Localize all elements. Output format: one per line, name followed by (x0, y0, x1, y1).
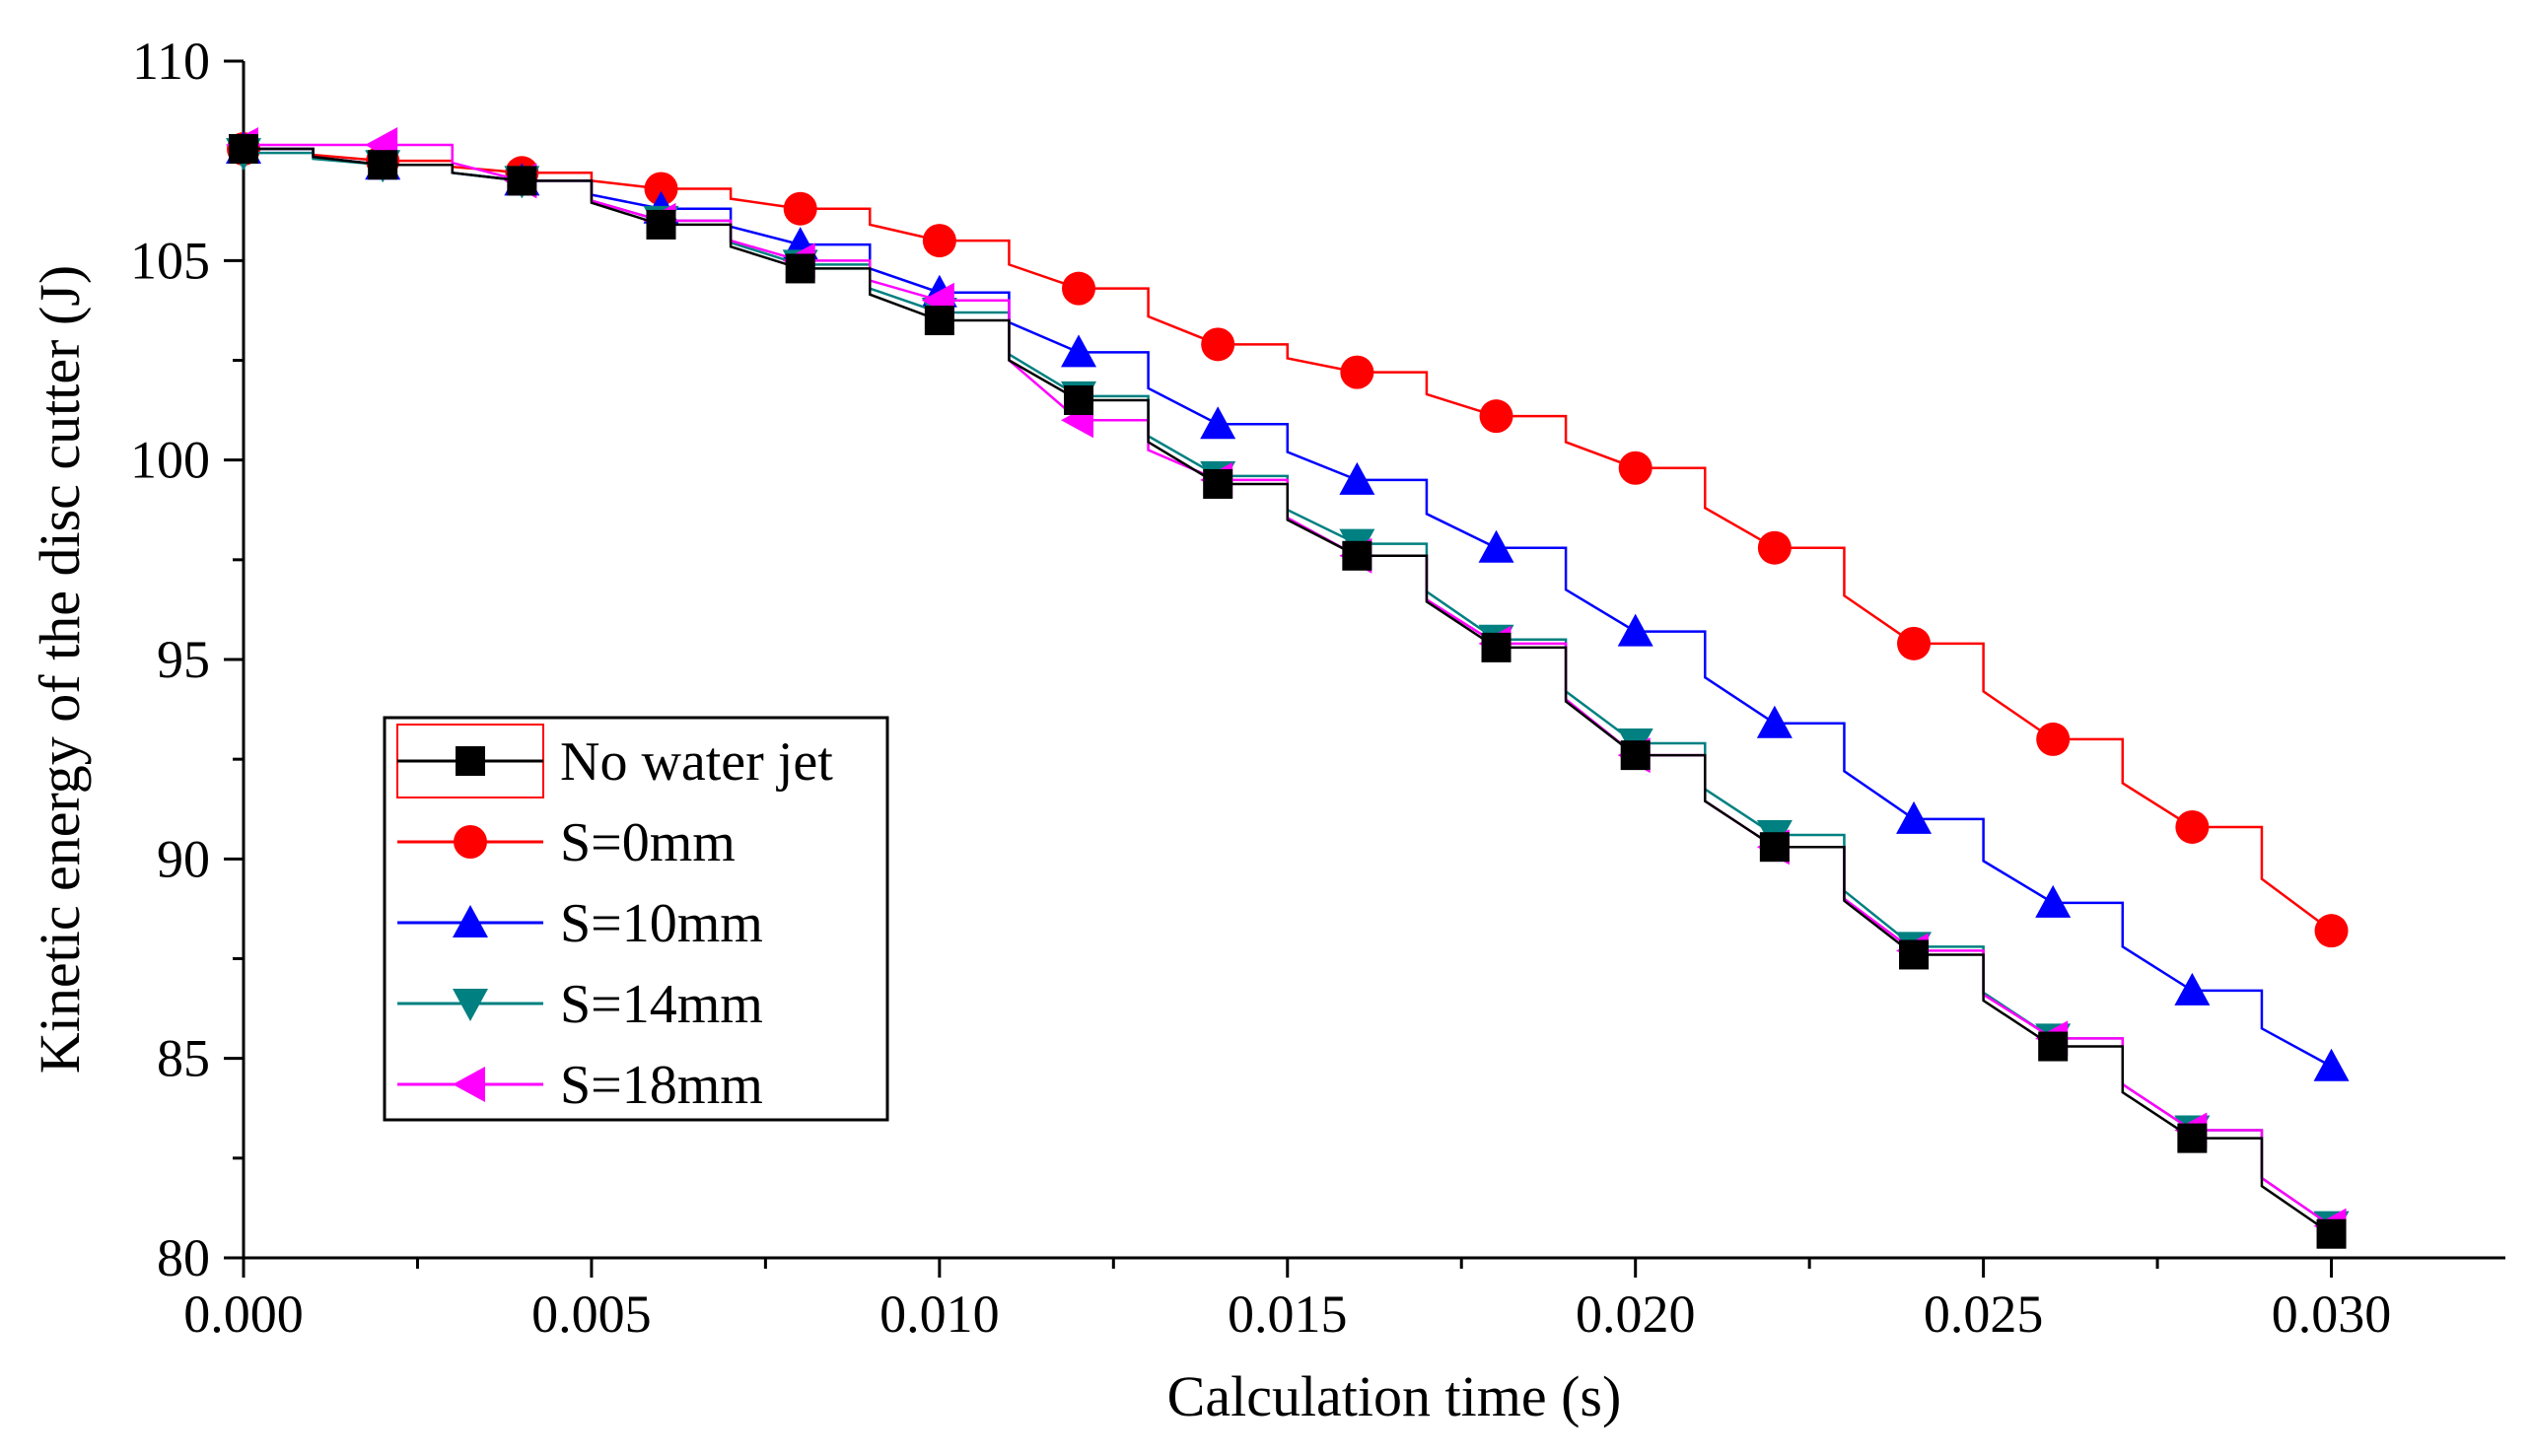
data-point (2177, 1123, 2208, 1153)
data-point (2174, 972, 2211, 1005)
x-tick-label: 0.025 (1924, 1284, 2044, 1344)
series-no-water-jet (229, 134, 2347, 1249)
data-point (783, 191, 817, 226)
x-tick-label: 0.000 (183, 1284, 304, 1344)
data-point (1756, 705, 1793, 738)
series-line (244, 147, 2333, 933)
x-tick-label: 0.005 (531, 1284, 652, 1344)
legend-item: S=14mm (397, 974, 763, 1035)
data-point (1620, 740, 1651, 771)
y-tick-label: 85 (157, 1029, 210, 1088)
legend-label: No water jet (560, 731, 833, 793)
x-tick-label: 0.020 (1576, 1284, 1696, 1344)
legend-item: No water jet (397, 731, 833, 793)
legend-label: S=14mm (560, 974, 763, 1035)
data-point (924, 306, 954, 336)
axes: 80 85 90 95 100 105 110 0.000 0.005 0.010 0.015 0.0… (28, 32, 2505, 1428)
legend-label: S=0mm (560, 812, 736, 873)
y-tick-label: 105 (130, 231, 210, 290)
y-tick-label: 95 (157, 630, 210, 689)
y-axis-title: Kinetic energy of the disc cutter (J) (28, 265, 92, 1074)
data-point (2314, 914, 2349, 948)
legend-marker (453, 905, 488, 937)
data-point (1899, 939, 1930, 970)
data-point (1064, 384, 1094, 415)
data-point (1479, 399, 1513, 434)
data-point (644, 172, 678, 206)
data-point (1757, 530, 1792, 565)
x-axis-title: Calculation time (s) (1167, 1364, 1622, 1428)
data-point (1203, 468, 1233, 499)
data-point (229, 134, 258, 165)
legend-marker (453, 989, 488, 1021)
legend-item: S=10mm (397, 893, 763, 954)
data-point (1340, 355, 1374, 389)
legend-label: S=18mm (560, 1055, 763, 1116)
legend-marker (456, 746, 485, 776)
data-point (785, 253, 815, 284)
series-s-0mm (227, 132, 2349, 948)
legend: No water jet S=0mm S=10mm S=14mm S=18mm (383, 716, 889, 1122)
data-point (1200, 406, 1236, 440)
data-point (2035, 884, 2072, 918)
data-point (2036, 722, 2071, 756)
data-point (1481, 632, 1512, 662)
y-tick-label: 110 (132, 32, 210, 91)
y-tick-label: 100 (130, 431, 210, 490)
data-point (1897, 626, 1932, 660)
data-point (2038, 1031, 2069, 1062)
data-point (1617, 613, 1653, 647)
data-point (1342, 540, 1372, 571)
legend-label: S=10mm (560, 893, 763, 954)
legend-item: S=18mm (397, 1055, 763, 1116)
data-point (1618, 451, 1653, 485)
data-point (1759, 832, 1790, 863)
x-tick-label: 0.030 (2272, 1284, 2392, 1344)
data-point (507, 166, 537, 196)
data-point (2316, 1218, 2347, 1249)
data-point (1339, 461, 1375, 495)
data-point (1061, 334, 1097, 368)
legend-item: S=0mm (397, 812, 736, 873)
data-point (922, 224, 956, 258)
x-tick-label: 0.010 (879, 1284, 1000, 1344)
data-point (1896, 800, 1933, 834)
y-tick-label: 90 (157, 829, 210, 888)
x-tick-label: 0.015 (1228, 1284, 1348, 1344)
data-point (2175, 809, 2210, 844)
data-point (646, 209, 676, 240)
series-line (244, 147, 2333, 1235)
legend-marker (453, 1067, 485, 1102)
data-point (2313, 1048, 2350, 1081)
y-tick-label: 80 (157, 1228, 210, 1287)
series-layer (226, 126, 2350, 1249)
legend-marker (454, 825, 487, 859)
data-point (1201, 327, 1235, 362)
data-point (1478, 529, 1514, 563)
data-point (1062, 271, 1096, 306)
data-point (368, 150, 398, 180)
